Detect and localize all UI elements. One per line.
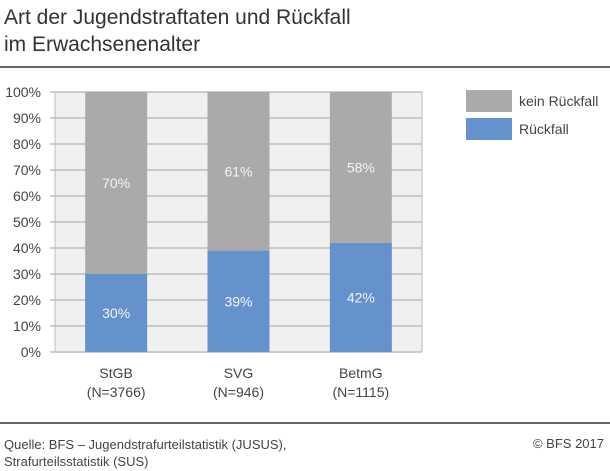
x-tick-label: SVG (224, 365, 254, 381)
data-label: 58% (347, 159, 375, 175)
bar-segment (329, 92, 392, 243)
y-tick-label: 50% (13, 214, 41, 230)
y-tick-label: 80% (13, 136, 41, 152)
data-label: 30% (102, 305, 130, 321)
y-tick-label: 60% (13, 188, 41, 204)
source-line-1: Quelle: BFS – Jugendstrafurteilstatistik… (4, 437, 287, 452)
bar-segment (207, 92, 270, 251)
copyright: © BFS 2017 (532, 436, 604, 451)
source-note: Quelle: BFS – Jugendstrafurteilstatistik… (4, 436, 287, 470)
y-tick-label: 0% (21, 344, 41, 360)
top-divider (0, 66, 610, 68)
data-label: 42% (347, 289, 375, 305)
x-tick-label: BetmG (339, 365, 383, 381)
y-tick-label: 20% (13, 292, 41, 308)
data-label: 39% (224, 293, 252, 309)
source-line-2: Strafurteilsstatistik (SUS) (4, 454, 149, 469)
bar-segment (329, 242, 392, 352)
legend-label: kein Rückfall (519, 93, 598, 109)
y-tick-label: 70% (13, 162, 41, 178)
y-tick-label: 90% (13, 110, 41, 126)
bottom-divider (0, 422, 610, 424)
y-tick-label: 100% (5, 84, 41, 100)
bar-segment (207, 250, 270, 352)
y-tick-label: 10% (13, 318, 41, 334)
bar-segment (85, 274, 148, 352)
y-tick-label: 30% (13, 266, 41, 282)
x-tick-label: (N=3766) (87, 384, 146, 400)
data-label: 70% (102, 175, 130, 191)
x-tick-label: (N=946) (213, 384, 264, 400)
x-tick-label: StGB (99, 365, 132, 381)
x-tick-label: (N=1115) (332, 384, 389, 400)
data-label: 61% (224, 163, 252, 179)
legend-swatch (466, 90, 512, 112)
y-tick-label: 40% (13, 240, 41, 256)
legend-label: Rückfall (519, 121, 569, 137)
chart-title-line-1: Art der Jugendstraftaten und Rückfall (4, 6, 351, 29)
chart-title: Art der Jugendstraftaten und Rückfall im… (4, 4, 351, 58)
chart-title-line-2: im Erwachsenenalter (4, 33, 201, 56)
legend-swatch (466, 118, 512, 140)
bar-segment (85, 92, 148, 274)
